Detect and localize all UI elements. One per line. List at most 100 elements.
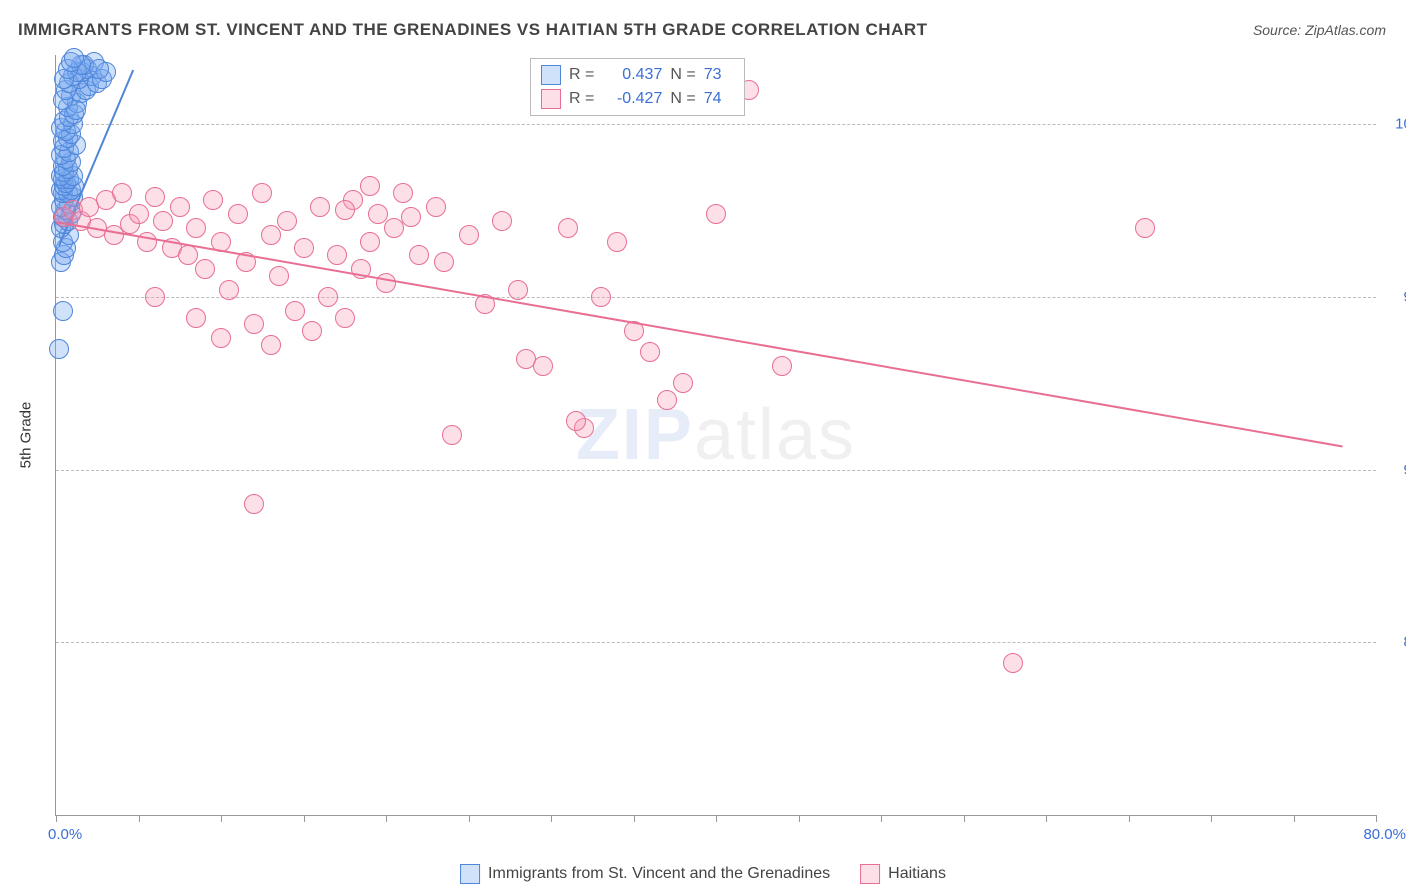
data-point	[533, 356, 553, 376]
data-point	[277, 211, 297, 231]
x-tick	[386, 815, 387, 822]
data-point	[673, 373, 693, 393]
data-point	[566, 411, 586, 431]
x-tick	[551, 815, 552, 822]
data-point	[409, 245, 429, 265]
data-point	[285, 301, 305, 321]
data-point	[401, 207, 421, 227]
data-point	[261, 225, 281, 245]
x-tick	[469, 815, 470, 822]
gridline	[56, 642, 1376, 643]
data-point	[508, 280, 528, 300]
stats-row: R = -0.427 N = 74	[541, 87, 734, 111]
data-point	[492, 211, 512, 231]
data-point	[335, 308, 355, 328]
legend-swatch	[460, 864, 480, 884]
data-point	[327, 245, 347, 265]
legend-label: Immigrants from St. Vincent and the Gren…	[488, 865, 830, 883]
data-point	[1003, 653, 1023, 673]
stats-row: R = 0.437 N = 73	[541, 63, 734, 87]
data-point	[706, 204, 726, 224]
stats-legend: R = 0.437 N = 73 R = -0.427 N = 74	[530, 58, 745, 116]
data-point	[195, 259, 215, 279]
n-label: N =	[670, 66, 695, 84]
legend-item: Immigrants from St. Vincent and the Gren…	[460, 864, 830, 884]
data-point	[607, 232, 627, 252]
data-point	[640, 342, 660, 362]
data-point	[558, 218, 578, 238]
x-axis-min-label: 0.0%	[48, 826, 82, 843]
data-point	[219, 280, 239, 300]
data-point	[211, 328, 231, 348]
data-point	[112, 183, 132, 203]
y-tick-label: 100.0%	[1386, 116, 1406, 133]
data-point	[53, 301, 73, 321]
data-point	[153, 211, 173, 231]
x-tick	[881, 815, 882, 822]
x-tick	[221, 815, 222, 822]
y-tick-label: 85.0%	[1386, 634, 1406, 651]
x-tick	[1211, 815, 1212, 822]
data-point	[376, 273, 396, 293]
data-point	[137, 232, 157, 252]
data-point	[145, 187, 165, 207]
data-point	[360, 176, 380, 196]
data-point	[145, 287, 165, 307]
gridline	[56, 124, 1376, 125]
watermark-atlas: atlas	[694, 395, 856, 475]
data-point	[442, 425, 462, 445]
data-point	[302, 321, 322, 341]
legend-item: Haitians	[860, 864, 946, 884]
x-tick	[1046, 815, 1047, 822]
source-label: Source: ZipAtlas.com	[1253, 22, 1386, 38]
data-point	[203, 190, 223, 210]
data-point	[310, 197, 330, 217]
x-tick	[964, 815, 965, 822]
data-point	[186, 308, 206, 328]
data-point	[294, 238, 314, 258]
y-tick-label: 95.0%	[1386, 288, 1406, 305]
data-point	[335, 200, 355, 220]
watermark-zip: ZIP	[576, 395, 694, 475]
x-tick	[1376, 815, 1377, 822]
n-value: 73	[704, 66, 734, 84]
data-point	[368, 204, 388, 224]
gridline	[56, 470, 1376, 471]
chart-title: IMMIGRANTS FROM ST. VINCENT AND THE GREN…	[18, 20, 928, 40]
data-point	[1135, 218, 1155, 238]
r-value: -0.427	[602, 90, 662, 108]
data-point	[318, 287, 338, 307]
data-point	[228, 204, 248, 224]
data-point	[186, 218, 206, 238]
trend-line	[56, 221, 1343, 448]
x-tick	[716, 815, 717, 822]
x-tick	[1129, 815, 1130, 822]
watermark: ZIPatlas	[576, 394, 856, 476]
n-label: N =	[670, 90, 695, 108]
data-point	[170, 197, 190, 217]
r-value: 0.437	[602, 66, 662, 84]
legend-swatch	[860, 864, 880, 884]
n-value: 74	[704, 90, 734, 108]
chart-container: IMMIGRANTS FROM ST. VINCENT AND THE GREN…	[0, 0, 1406, 892]
x-tick	[1294, 815, 1295, 822]
data-point	[591, 287, 611, 307]
r-label: R =	[569, 66, 594, 84]
data-point	[244, 314, 264, 334]
y-axis-label: 5th Grade	[18, 402, 35, 469]
x-tick	[139, 815, 140, 822]
x-tick	[799, 815, 800, 822]
data-point	[129, 204, 149, 224]
gridline	[56, 297, 1376, 298]
data-point	[657, 390, 677, 410]
data-point	[252, 183, 272, 203]
x-tick	[56, 815, 57, 822]
data-point	[360, 232, 380, 252]
legend-label: Haitians	[888, 865, 946, 883]
r-label: R =	[569, 90, 594, 108]
data-point	[178, 245, 198, 265]
y-tick-label: 90.0%	[1386, 461, 1406, 478]
data-point	[64, 48, 84, 68]
x-axis-max-label: 80.0%	[1363, 826, 1406, 843]
data-point	[261, 335, 281, 355]
